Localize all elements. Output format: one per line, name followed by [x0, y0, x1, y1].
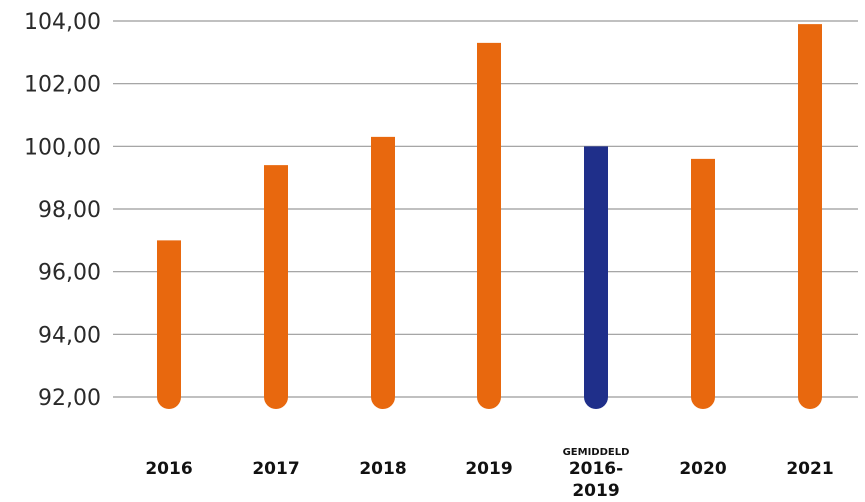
- bar-0: [157, 240, 181, 409]
- bars: [157, 24, 822, 410]
- y-tick-label: 100,00: [24, 135, 101, 160]
- bar-4: [584, 146, 608, 410]
- bar-6: [798, 24, 822, 410]
- x-tick-label: 2016-: [569, 459, 623, 479]
- bar-2: [371, 136, 395, 409]
- y-tick-label: 94,00: [38, 323, 101, 348]
- y-tick-label: 96,00: [38, 261, 101, 286]
- x-tick-label: 2017: [252, 459, 299, 479]
- y-tick-label: 98,00: [38, 198, 101, 223]
- y-axis-tick-labels: 104,00 102,00 100,00 98,00 96,00 94,00 92,00: [24, 10, 101, 411]
- x-tick-label: 2018: [359, 459, 406, 479]
- x-tick-label-line2: 2019: [572, 481, 619, 501]
- bar-5: [691, 158, 715, 409]
- x-tick-label: 2021: [786, 459, 833, 479]
- x-tick-label: 2016: [145, 459, 192, 479]
- bar-3: [477, 42, 501, 409]
- x-tick-label: 2019: [465, 459, 512, 479]
- x-tick-sublabel: GEMIDDELD: [563, 447, 630, 458]
- y-tick-label: 102,00: [24, 73, 101, 98]
- x-tick-label: 2020: [679, 459, 726, 479]
- y-tick-label: 104,00: [24, 10, 101, 35]
- bar-1: [264, 165, 288, 409]
- y-tick-label: 92,00: [38, 386, 101, 411]
